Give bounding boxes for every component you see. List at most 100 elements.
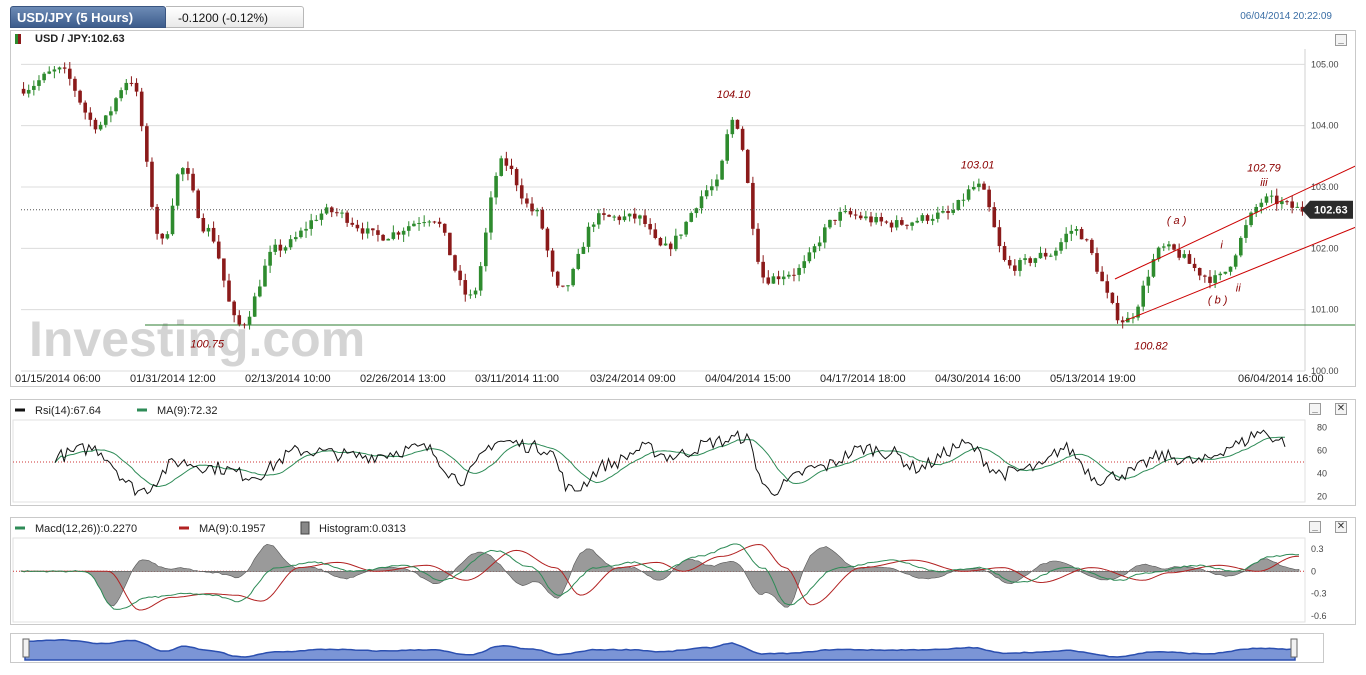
candle (951, 209, 955, 213)
rsi-chart[interactable]: Rsi(14):67.64 MA(9):72.32 20 40 60 80 (11, 400, 1355, 505)
candle (391, 232, 396, 239)
candle (694, 208, 699, 214)
macd-chart[interactable]: Macd(12,26)):0.2270 MA(9):0.1957 Histogram… (11, 518, 1355, 624)
channel-upper-line (1114, 165, 1355, 280)
candle (103, 115, 108, 125)
candle (817, 242, 822, 247)
close-button[interactable]: ✕ (1335, 403, 1347, 415)
price-chart[interactable]: USD / JPY:102.63 100.00 101.00 102.00 103.00… (11, 31, 1355, 386)
x-tick-label: 04/17/2014 18:00 (820, 373, 906, 385)
candle (340, 212, 344, 214)
candle (566, 285, 570, 287)
navigator[interactable] (11, 634, 1323, 662)
candle (1023, 258, 1027, 261)
minimize-button[interactable]: _ (1309, 521, 1321, 533)
candle (134, 82, 139, 92)
candle (561, 285, 565, 287)
rsi-panel: Rsi(14):67.64 MA(9):72.32 20 40 60 80 _ ✕ (10, 399, 1356, 506)
candle (62, 67, 67, 69)
candle (283, 247, 288, 251)
x-tick-label: 03/11/2014 11:00 (475, 373, 559, 385)
instrument-title-tab[interactable]: USD/JPY (5 Hours) (10, 6, 166, 28)
candle (93, 119, 98, 130)
candle (525, 198, 529, 204)
candle (278, 244, 283, 251)
candle (150, 161, 154, 207)
candle (1146, 276, 1151, 286)
candle (730, 119, 735, 135)
minimize-button[interactable]: _ (1335, 34, 1347, 46)
candle (822, 227, 827, 243)
candle (751, 182, 755, 229)
candle (771, 276, 776, 284)
candle (1269, 195, 1274, 197)
candle (679, 234, 683, 236)
candle (88, 112, 93, 120)
candle (756, 228, 760, 262)
candle (304, 228, 308, 231)
candle (627, 213, 632, 217)
wave-annotation: 102.79 (1247, 163, 1281, 175)
candle (422, 222, 426, 224)
candle (745, 149, 750, 183)
close-button[interactable]: ✕ (1335, 521, 1347, 533)
candle (550, 250, 555, 272)
candle (26, 89, 31, 94)
candle (930, 218, 935, 221)
candle (463, 280, 468, 295)
candle (925, 215, 930, 221)
candle (889, 222, 894, 228)
candle (1280, 201, 1284, 205)
candle (1054, 250, 1058, 256)
navigator-panel (10, 633, 1324, 663)
candle (1187, 254, 1192, 264)
chart-title: USD / JPY:102.63 (35, 33, 125, 45)
candle (935, 212, 940, 219)
wave-annotation: ( a ) (1167, 215, 1187, 227)
minimize-button[interactable]: _ (1309, 403, 1321, 415)
candle (761, 261, 765, 278)
candle (365, 228, 370, 234)
candle (843, 211, 848, 213)
candle (699, 196, 704, 209)
range-handle[interactable] (22, 638, 30, 658)
y-tick-label: 103.00 (1311, 182, 1339, 192)
candle (473, 290, 478, 295)
candle (170, 205, 175, 235)
candle (263, 265, 267, 287)
candle (1249, 212, 1253, 226)
candle (1002, 246, 1007, 261)
price-change-badge: -0.1200 (-0.12%) (166, 6, 304, 28)
candle (519, 185, 524, 199)
candle (314, 219, 319, 221)
candle (638, 215, 642, 219)
candle (324, 207, 329, 214)
candle (299, 230, 303, 238)
candle (1208, 276, 1212, 283)
candle (812, 246, 817, 253)
candle (658, 238, 663, 246)
candle (884, 221, 889, 223)
candle (535, 209, 539, 212)
candle (905, 224, 909, 226)
x-tick-label: 02/26/2014 13:00 (360, 373, 446, 385)
histogram-area (20, 543, 1300, 608)
candle (145, 126, 149, 162)
x-tick-label: 03/24/2014 09:00 (590, 373, 676, 385)
candle (453, 255, 457, 271)
candle (571, 268, 575, 286)
candle (1141, 285, 1146, 307)
candle (586, 226, 591, 247)
candle (1167, 244, 1171, 247)
range-handle[interactable] (1290, 638, 1298, 658)
candle (1090, 239, 1094, 254)
x-tick-label: 02/13/2014 10:00 (245, 373, 331, 385)
y-tick-label: 80 (1317, 423, 1327, 433)
candle (1182, 254, 1187, 258)
legend-label: MA(9):72.32 (157, 405, 218, 417)
candle (109, 111, 113, 116)
wave-annotation: ( b ) (1208, 295, 1228, 307)
candle (345, 212, 349, 223)
candle (83, 102, 87, 113)
candle (1203, 275, 1207, 277)
